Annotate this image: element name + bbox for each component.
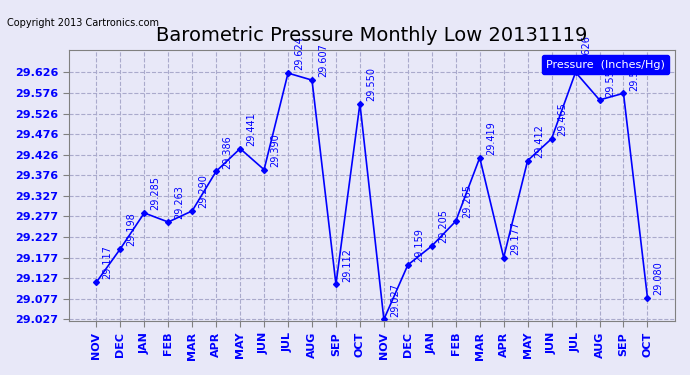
Text: 29.441: 29.441 [246,112,256,146]
Text: 29.465: 29.465 [558,102,568,136]
Text: 29.112: 29.112 [342,248,352,282]
Text: 29.575: 29.575 [629,56,640,90]
Text: 29.159: 29.159 [414,228,424,262]
Text: 29.559: 29.559 [606,63,615,97]
Text: 29.607: 29.607 [318,44,328,77]
Text: 29.205: 29.205 [438,209,448,243]
Legend: Pressure  (Inches/Hg): Pressure (Inches/Hg) [542,55,669,74]
Text: 29.285: 29.285 [150,176,160,210]
Text: 29.390: 29.390 [270,133,280,167]
Text: Copyright 2013 Cartronics.com: Copyright 2013 Cartronics.com [7,18,159,28]
Text: 29.624: 29.624 [294,36,304,70]
Text: 29.080: 29.080 [653,261,664,295]
Text: 29.177: 29.177 [510,221,520,255]
Text: 29.290: 29.290 [198,174,208,208]
Text: 29.117: 29.117 [102,246,112,279]
Text: 29.419: 29.419 [486,121,496,155]
Text: 29.412: 29.412 [534,124,544,158]
Text: 29.550: 29.550 [366,67,376,101]
Text: 29.626: 29.626 [582,36,591,69]
Text: 29.263: 29.263 [175,185,184,219]
Text: 29.027: 29.027 [390,283,400,316]
Title: Barometric Pressure Monthly Low 20131119: Barometric Pressure Monthly Low 20131119 [156,26,588,45]
Text: 29.265: 29.265 [462,184,472,218]
Text: 29.386: 29.386 [222,135,233,168]
Text: 29.198: 29.198 [126,212,137,246]
